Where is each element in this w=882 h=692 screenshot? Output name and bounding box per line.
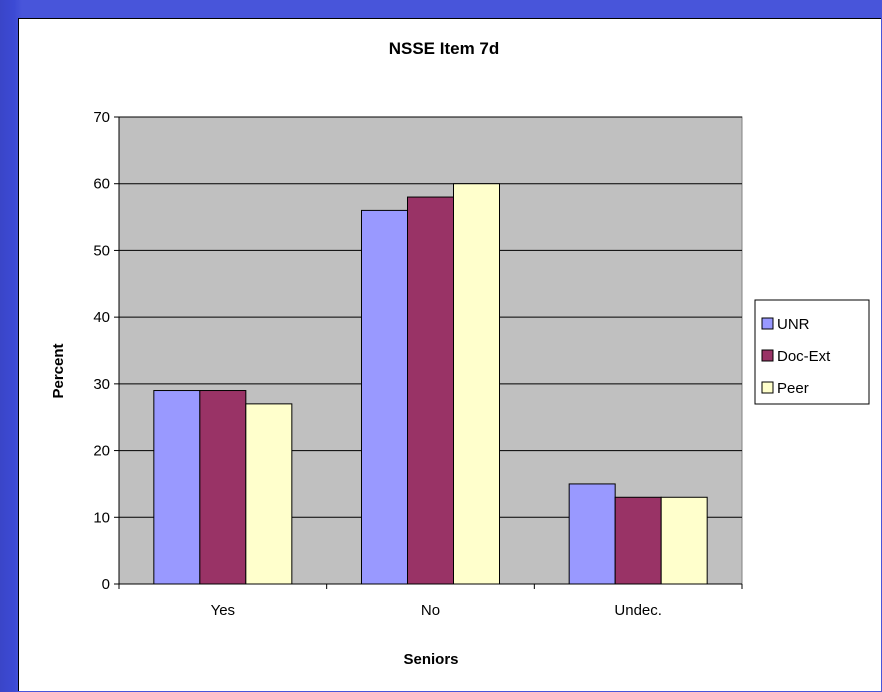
bar-peer-no bbox=[453, 183, 500, 585]
bar-unr-undec bbox=[568, 483, 616, 585]
x-tick-label: No bbox=[421, 602, 440, 619]
x-tick-label: Yes bbox=[211, 602, 235, 619]
y-axis-title: Percent bbox=[50, 343, 67, 398]
legend-label-unr: UNR bbox=[777, 316, 810, 333]
bar-unr-yes bbox=[153, 390, 201, 585]
y-tick-label: 0 bbox=[102, 576, 110, 593]
y-tick-label: 40 bbox=[93, 309, 110, 326]
bar-doc-ext-undec bbox=[614, 496, 662, 585]
y-tick-label: 10 bbox=[93, 509, 110, 526]
y-tick-label: 50 bbox=[93, 242, 110, 259]
y-tick-label: 60 bbox=[93, 176, 110, 193]
plot-area: 0 10 20 30 40 50 60 70 Yes No Undec. bbox=[93, 109, 743, 619]
x-axis-title: Seniors bbox=[403, 651, 458, 668]
bar-unr-no bbox=[361, 209, 408, 585]
y-tick-label: 20 bbox=[93, 443, 110, 460]
legend: UNR Doc-Ext Peer bbox=[754, 299, 870, 405]
bar-doc-ext-yes bbox=[199, 390, 247, 585]
bar-peer-yes bbox=[245, 403, 293, 585]
legend-label-doc-ext: Doc-Ext bbox=[777, 348, 831, 365]
legend-swatch-doc-ext bbox=[761, 349, 774, 362]
bar-peer-undec bbox=[660, 496, 708, 585]
legend-box bbox=[754, 299, 870, 405]
x-tick-label: Undec. bbox=[614, 602, 662, 619]
bar-doc-ext-no bbox=[407, 196, 454, 585]
y-tick-label: 30 bbox=[93, 376, 110, 393]
chart-area: NSSE Item 7d 0 10 20 30 40 50 60 70 Yes No Undec. … bbox=[18, 18, 881, 691]
legend-label-peer: Peer bbox=[777, 380, 809, 397]
legend-swatch-peer bbox=[761, 381, 774, 394]
legend-swatch-unr bbox=[761, 317, 774, 330]
chart-title: NSSE Item 7d bbox=[389, 39, 500, 58]
y-tick-label: 70 bbox=[93, 109, 110, 126]
